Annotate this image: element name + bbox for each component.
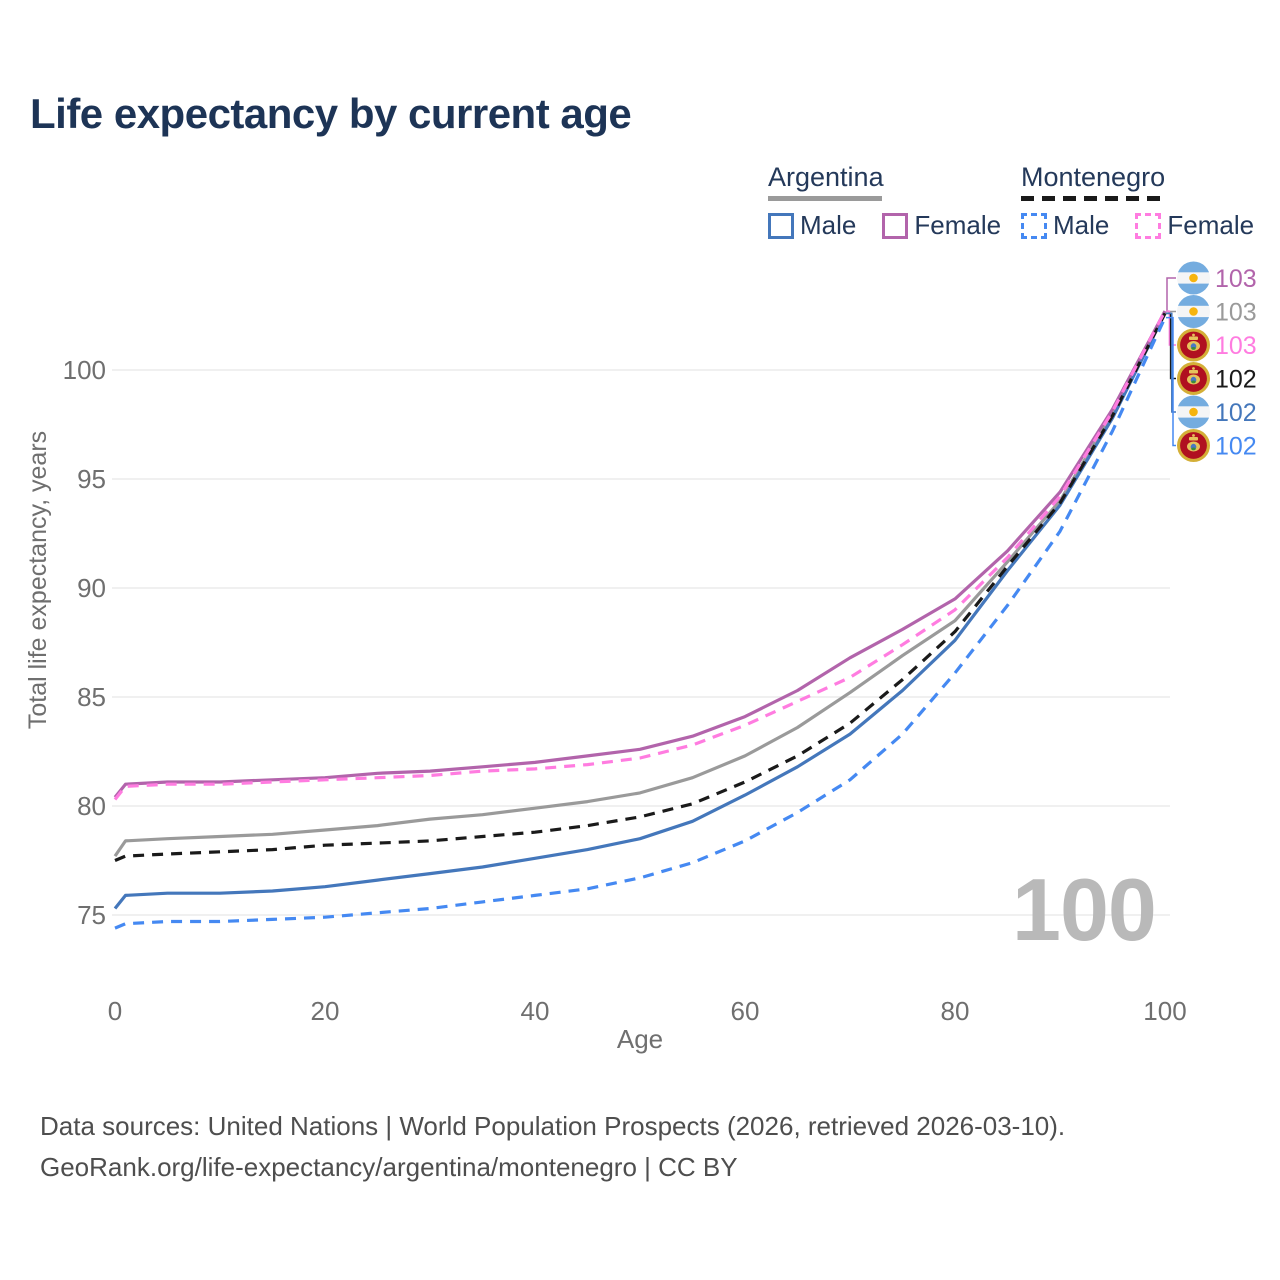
x-tick-label-20: 20 — [311, 996, 340, 1026]
legend-swatch-montenegro-male-icon — [1021, 212, 1047, 239]
end-label-connector-argentina-male — [1166, 312, 1176, 413]
legend-group-argentina-title: Argentina — [768, 162, 884, 192]
legend-group-argentina: Argentina Male Female — [768, 162, 1001, 241]
y-tick-label-85: 85 — [77, 682, 106, 712]
footer-attribution-link: GeoRank.org/life-expectancy/argentina/mo… — [40, 1152, 738, 1182]
end-value-label-argentina-both-sexes: 103 — [1215, 299, 1257, 327]
x-tick-label-100: 100 — [1143, 996, 1186, 1026]
y-axis-title: Total life expectancy, years — [24, 431, 52, 729]
flag-argentina-icon — [1177, 395, 1210, 429]
flag-montenegro-icon — [1177, 328, 1210, 362]
legend-label-montenegro-male: Male — [1053, 210, 1110, 240]
series-line-argentina-male[interactable] — [113, 312, 1167, 910]
y-tick-label-90: 90 — [77, 573, 106, 603]
legend-argentina-items: Male Female — [768, 210, 1001, 241]
legend-group-montenegro: Montenegro Male Female — [1021, 162, 1254, 241]
end-value-label-montenegro-female: 103 — [1215, 332, 1257, 360]
x-tick-label-0: 0 — [108, 996, 122, 1026]
legend-label-montenegro-female: Female — [1167, 210, 1255, 240]
y-tick-label-95: 95 — [77, 464, 106, 494]
footer: Data sources: United Nations | World Pop… — [40, 1106, 1065, 1188]
footer-data-sources: Data sources: United Nations | World Pop… — [40, 1111, 1066, 1141]
legend-swatch-montenegro-female-icon — [1135, 212, 1162, 239]
y-tick-label-75: 75 — [77, 900, 106, 930]
legend-montenegro-line-sample — [1021, 196, 1167, 201]
legend-label-argentina-female: Female — [914, 210, 1002, 240]
legend-montenegro-items: Male Female — [1021, 210, 1254, 241]
x-tick-label-80: 80 — [941, 996, 970, 1026]
legend-item-montenegro-female[interactable]: Female — [1135, 210, 1254, 241]
flag-argentina-icon — [1177, 261, 1210, 295]
series-line-montenegro-female[interactable] — [113, 310, 1167, 801]
x-tick-label-40: 40 — [521, 996, 550, 1026]
x-axis-title: Age — [617, 1024, 663, 1054]
legend-swatch-argentina-male-icon — [768, 212, 794, 239]
legend-item-argentina-male[interactable]: Male — [768, 210, 856, 241]
flag-montenegro-icon — [1177, 362, 1210, 395]
legend-group-montenegro-title: Montenegro — [1021, 162, 1166, 192]
flag-argentina-icon — [1177, 295, 1210, 328]
end-value-label-argentina-female: 103 — [1215, 265, 1257, 293]
end-label-connector-montenegro-both-sexes — [1166, 312, 1176, 380]
age-counter-watermark: 100 — [1012, 860, 1157, 959]
end-value-label-montenegro-both-sexes: 102 — [1215, 366, 1257, 394]
legend-item-montenegro-male[interactable]: Male — [1021, 210, 1109, 241]
legend-argentina-line-sample — [768, 196, 882, 201]
page-title: Life expectancy by current age — [30, 90, 632, 137]
y-tick-label-80: 80 — [77, 791, 106, 821]
series-line-argentina-female[interactable] — [113, 310, 1167, 799]
legend-item-argentina-female[interactable]: Female — [882, 210, 1001, 241]
x-tick-label-60: 60 — [731, 996, 760, 1026]
series-line-montenegro-both-sexes[interactable] — [114, 312, 1167, 862]
y-tick-label-100: 100 — [63, 355, 106, 385]
legend-label-argentina-male: Male — [800, 210, 857, 240]
end-value-label-argentina-male: 102 — [1215, 399, 1257, 427]
end-label-connector-argentina-female — [1166, 277, 1176, 312]
end-value-label-montenegro-male: 102 — [1215, 433, 1257, 461]
legend-swatch-argentina-female-icon — [882, 212, 909, 239]
series-line-argentina-both-sexes[interactable] — [113, 310, 1167, 858]
end-label-connector-montenegro-male — [1166, 316, 1176, 447]
flag-montenegro-icon — [1177, 429, 1210, 462]
series-line-montenegro-male[interactable] — [114, 317, 1167, 930]
